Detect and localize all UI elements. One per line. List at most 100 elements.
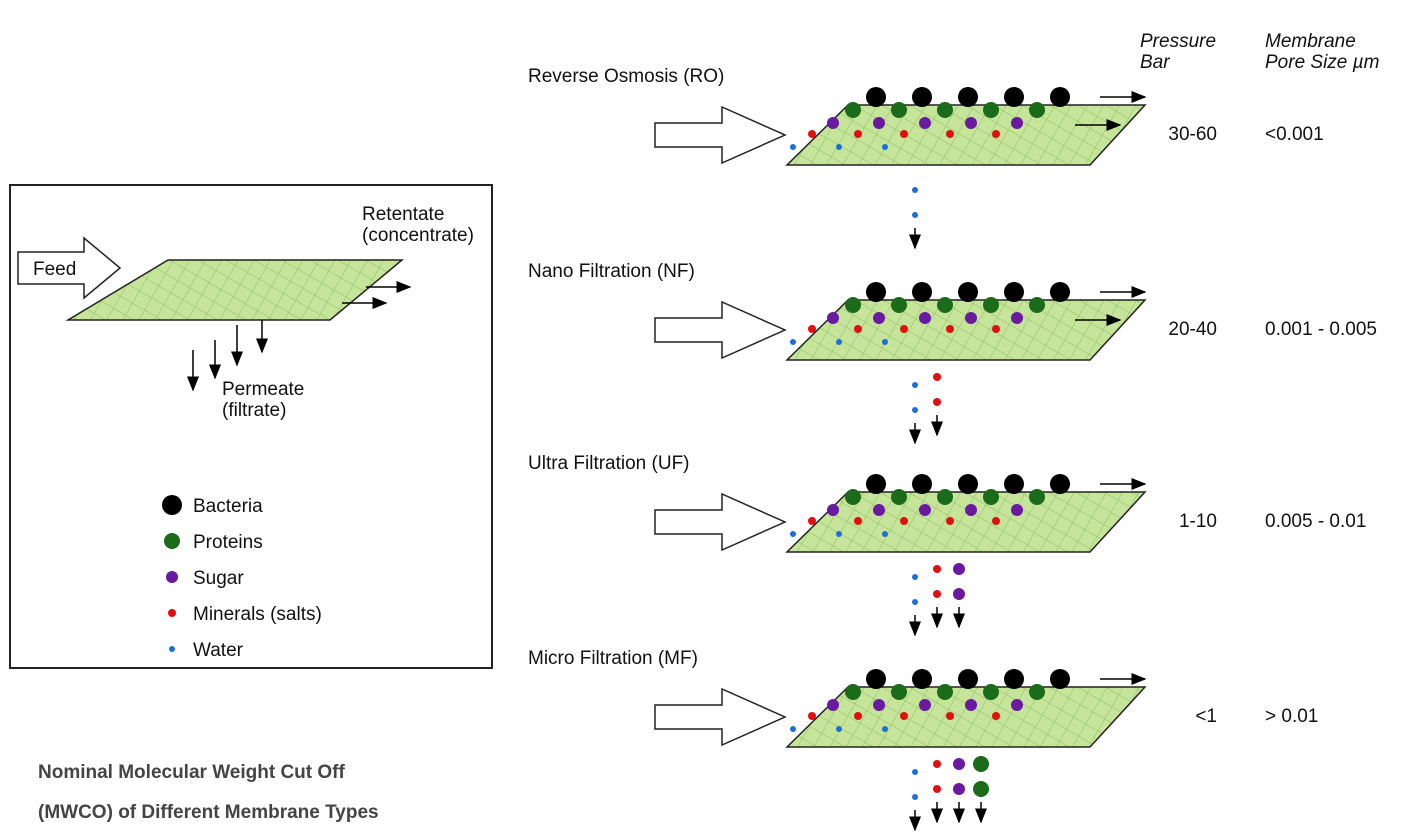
particle bbox=[827, 699, 839, 711]
particle bbox=[845, 102, 861, 118]
particle bbox=[882, 339, 888, 345]
particle bbox=[845, 489, 861, 505]
particle bbox=[912, 282, 932, 302]
particle bbox=[845, 684, 861, 700]
legend-label: Bacteria bbox=[193, 496, 263, 517]
particle bbox=[866, 474, 886, 494]
legend-swatch bbox=[166, 571, 178, 583]
particle bbox=[854, 130, 862, 138]
schematic-box bbox=[9, 184, 493, 669]
particle bbox=[790, 726, 796, 732]
particle bbox=[882, 726, 888, 732]
particle bbox=[933, 373, 941, 381]
particle bbox=[1029, 102, 1045, 118]
particle bbox=[953, 758, 965, 770]
particle bbox=[937, 684, 953, 700]
particle bbox=[912, 669, 932, 689]
particle bbox=[1050, 87, 1070, 107]
particle bbox=[891, 297, 907, 313]
particle bbox=[836, 339, 842, 345]
particle bbox=[891, 684, 907, 700]
title: Nominal Molecular Weight Cut Off bbox=[38, 762, 345, 783]
membrane bbox=[785, 686, 1147, 748]
particle bbox=[965, 699, 977, 711]
pressure-header: Pressure bbox=[1140, 31, 1216, 52]
membrane bbox=[785, 491, 1147, 553]
particle bbox=[919, 312, 931, 324]
membrane bbox=[785, 299, 1147, 361]
pore-size-value: <0.001 bbox=[1265, 124, 1324, 145]
pore-size-value: 0.001 - 0.005 bbox=[1265, 319, 1377, 340]
particle bbox=[912, 574, 918, 580]
particle bbox=[891, 489, 907, 505]
particle bbox=[946, 517, 954, 525]
particle bbox=[1011, 312, 1023, 324]
pressure-value: 20-40 bbox=[1168, 319, 1217, 340]
legend-swatch bbox=[162, 495, 182, 515]
particle bbox=[965, 504, 977, 516]
particle bbox=[827, 504, 839, 516]
particle bbox=[933, 760, 941, 768]
particle bbox=[827, 312, 839, 324]
particle bbox=[912, 407, 918, 413]
particle bbox=[912, 794, 918, 800]
particle bbox=[1029, 489, 1045, 505]
pressure-value: <1 bbox=[1195, 706, 1217, 727]
legend-swatch bbox=[169, 646, 175, 652]
particle bbox=[866, 282, 886, 302]
particle bbox=[827, 117, 839, 129]
feed-arrow bbox=[654, 687, 787, 747]
particle bbox=[866, 87, 886, 107]
particle bbox=[912, 769, 918, 775]
particle bbox=[983, 489, 999, 505]
particle bbox=[965, 117, 977, 129]
membrane-name: Nano Filtration (NF) bbox=[528, 261, 695, 282]
particle bbox=[1004, 474, 1024, 494]
particle bbox=[1029, 684, 1045, 700]
particle bbox=[854, 712, 862, 720]
particle bbox=[891, 102, 907, 118]
particle bbox=[836, 144, 842, 150]
particle bbox=[946, 712, 954, 720]
particle bbox=[854, 517, 862, 525]
particle bbox=[900, 325, 908, 333]
particle bbox=[790, 144, 796, 150]
particle bbox=[790, 339, 796, 345]
legend-label: Sugar bbox=[193, 568, 244, 589]
membrane-name: Ultra Filtration (UF) bbox=[528, 453, 690, 474]
particle bbox=[845, 297, 861, 313]
feed-arrow bbox=[17, 236, 122, 300]
particle bbox=[900, 712, 908, 720]
particle bbox=[992, 130, 1000, 138]
particle bbox=[1050, 474, 1070, 494]
retentate-label: Retentate bbox=[362, 204, 444, 225]
particle bbox=[1004, 282, 1024, 302]
particle bbox=[953, 563, 965, 575]
particle bbox=[1011, 699, 1023, 711]
feed-arrow bbox=[654, 492, 787, 552]
particle bbox=[808, 517, 816, 525]
particle bbox=[866, 669, 886, 689]
permeate-label: Permeate bbox=[222, 379, 304, 400]
pressure-value: 1-10 bbox=[1179, 511, 1217, 532]
particle bbox=[1011, 504, 1023, 516]
particle bbox=[854, 325, 862, 333]
particle bbox=[919, 117, 931, 129]
feed-arrow bbox=[654, 105, 787, 165]
particle bbox=[953, 588, 965, 600]
particle bbox=[933, 785, 941, 793]
retentate-label: (concentrate) bbox=[362, 225, 474, 246]
membrane-name: Micro Filtration (MF) bbox=[528, 648, 698, 669]
particle bbox=[790, 531, 796, 537]
pore-size-value: > 0.01 bbox=[1265, 706, 1318, 727]
permeate-label: (filtrate) bbox=[222, 400, 286, 421]
particle bbox=[973, 781, 989, 797]
particle bbox=[958, 87, 978, 107]
particle bbox=[958, 669, 978, 689]
particle bbox=[912, 87, 932, 107]
particle bbox=[808, 325, 816, 333]
particle bbox=[900, 130, 908, 138]
pressure-value: 30-60 bbox=[1168, 124, 1217, 145]
particle bbox=[983, 102, 999, 118]
